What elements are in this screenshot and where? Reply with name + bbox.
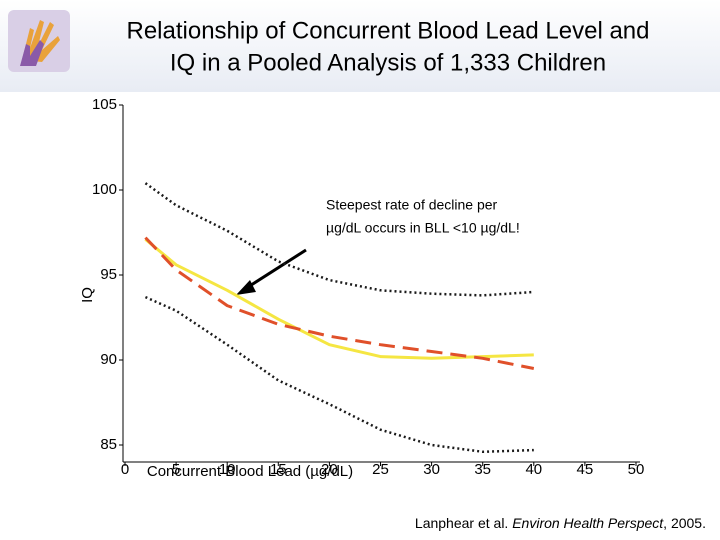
x-tick-label: 45: [577, 461, 594, 478]
series-line: [144, 238, 534, 360]
x-tick-label: 50: [628, 461, 645, 478]
y-tick-label: 100: [92, 181, 117, 198]
annotation: µg/dL occurs in BLL <10 µg/dL!: [326, 220, 520, 236]
x-tick-label: 25: [372, 461, 389, 478]
logo: [8, 10, 70, 72]
x-tick-label: 10: [219, 461, 236, 478]
y-tick-label: 95: [100, 266, 117, 283]
header-band: [0, 0, 720, 92]
arrow: [236, 248, 307, 295]
x-tick-label: 5: [172, 461, 180, 478]
x-tick-label: 30: [423, 461, 440, 478]
source: Lanphear et al. Environ Health Perspect,…: [415, 515, 706, 531]
series-line: [144, 295, 534, 454]
x-tick-label: 0: [121, 461, 129, 478]
annotation: Steepest rate of decline per: [326, 197, 498, 213]
x-tick-label: 40: [525, 461, 542, 478]
y-tick-label: 105: [92, 96, 117, 113]
title-line: Relationship of Concurrent Blood Lead Le…: [126, 17, 649, 44]
source-authors: Lanphear et al.: [415, 515, 508, 531]
y-tick-label: 85: [100, 436, 117, 453]
title-line: IQ in a Pooled Analysis of 1,333 Childre…: [170, 49, 606, 76]
source-year: , 2005.: [663, 515, 706, 531]
series-line: [144, 182, 534, 297]
x-axis-label: Concurrent Blood Lead (µg/dL): [147, 463, 353, 480]
y-tick-label: 90: [100, 351, 117, 368]
x-tick-label: 35: [474, 461, 491, 478]
source-journal: Environ Health Perspect: [512, 515, 664, 531]
y-axis-label: IQ: [79, 287, 96, 303]
x-tick-label: 20: [321, 461, 338, 478]
x-tick-label: 15: [270, 461, 287, 478]
series-line: [144, 236, 535, 370]
